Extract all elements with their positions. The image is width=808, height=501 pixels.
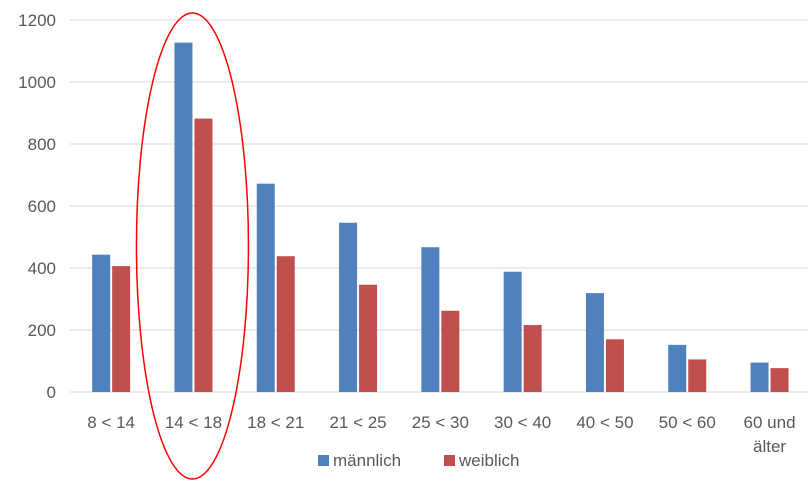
x-tick-label-line: 21 < 25 <box>329 413 386 432</box>
x-tick-label-line: 60 und <box>744 413 796 432</box>
x-tick-label: 25 < 30 <box>412 413 469 432</box>
highlight-ellipse <box>135 12 250 480</box>
bar-maennlich <box>750 362 769 392</box>
bar-weiblich <box>605 339 624 392</box>
legend-swatch <box>444 455 455 466</box>
x-axis-ticks: 8 < 14 14 < 18 18 < 21 21 < 25 25 < 30 30 < 4… <box>87 413 795 456</box>
x-tick-label: 18 < 21 <box>247 413 304 432</box>
annotation <box>135 12 250 480</box>
bar-maennlich <box>668 344 687 392</box>
bar-maennlich <box>503 271 522 392</box>
x-tick-label: 40 < 50 <box>576 413 633 432</box>
bar-weiblich <box>276 256 295 392</box>
x-tick-label-line: 25 < 30 <box>412 413 469 432</box>
bar-weiblich <box>441 310 460 392</box>
legend-label: männlich <box>333 451 401 470</box>
bar-weiblich <box>523 325 542 392</box>
x-tick-label: 30 < 40 <box>494 413 551 432</box>
x-tick-label-line: 40 < 50 <box>576 413 633 432</box>
x-tick-label: 14 < 18 <box>165 413 222 432</box>
x-tick-label: 50 < 60 <box>659 413 716 432</box>
bar-weiblich <box>194 118 213 392</box>
y-axis-ticks: 0 200 400 600 800 1000 1200 <box>18 11 56 402</box>
x-tick-label-line: 30 < 40 <box>494 413 551 432</box>
x-tick-label-line: älter <box>753 437 786 456</box>
x-tick-label: 8 < 14 <box>87 413 135 432</box>
legend-label: weiblich <box>458 451 519 470</box>
bar-maennlich <box>585 293 604 392</box>
x-tick-label-line: 14 < 18 <box>165 413 222 432</box>
x-tick-label-line: 18 < 21 <box>247 413 304 432</box>
bar-weiblich <box>770 368 789 392</box>
bars <box>92 42 789 392</box>
x-tick-label-line: 50 < 60 <box>659 413 716 432</box>
y-tick-label: 1200 <box>18 11 56 30</box>
bar-maennlich <box>421 247 440 392</box>
bar-weiblich <box>112 266 131 392</box>
y-tick-label: 1000 <box>18 73 56 92</box>
y-tick-label: 600 <box>28 197 56 216</box>
bar-weiblich <box>359 284 378 392</box>
x-tick-label-line: 8 < 14 <box>87 413 135 432</box>
bar-maennlich <box>339 222 358 392</box>
y-tick-label: 400 <box>28 259 56 278</box>
bar-weiblich <box>688 359 707 392</box>
x-tick-label: 60 und älter <box>744 413 796 456</box>
bar-maennlich <box>256 183 275 392</box>
legend: männlich weiblich <box>318 451 519 470</box>
bar-maennlich <box>92 254 111 392</box>
y-tick-label: 200 <box>28 321 56 340</box>
bar-maennlich <box>174 42 193 392</box>
y-tick-label: 800 <box>28 135 56 154</box>
y-tick-label: 0 <box>47 383 56 402</box>
x-tick-label: 21 < 25 <box>329 413 386 432</box>
legend-swatch <box>318 455 329 466</box>
